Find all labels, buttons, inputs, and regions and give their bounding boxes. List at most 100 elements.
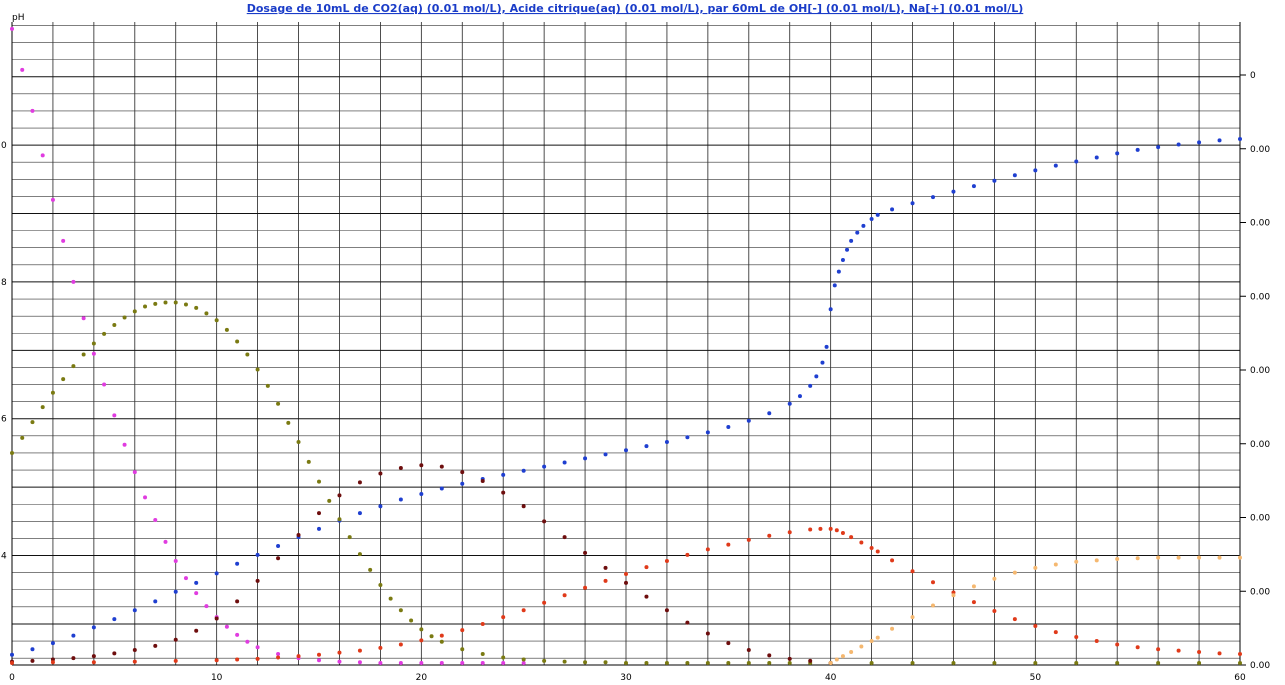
data-point-blue bbox=[875, 212, 880, 217]
data-point-olive bbox=[460, 647, 465, 652]
data-point-blue bbox=[746, 418, 751, 423]
data-point-blue bbox=[869, 217, 874, 222]
data-point-red bbox=[214, 658, 219, 663]
data-point-olive bbox=[194, 305, 199, 310]
data-point-olive bbox=[327, 498, 332, 503]
data-point-olive bbox=[112, 323, 117, 328]
data-point-magenta bbox=[357, 660, 362, 665]
data-point-olive bbox=[204, 311, 209, 316]
data-point-red bbox=[664, 559, 669, 564]
data-point-orange bbox=[931, 603, 935, 608]
data-point-red bbox=[562, 593, 567, 598]
x-tick-label: 30 bbox=[620, 673, 632, 683]
data-point-red bbox=[255, 656, 260, 661]
data-point-magenta bbox=[337, 659, 342, 664]
data-point-blue bbox=[132, 608, 137, 613]
data-point-orange bbox=[1033, 565, 1038, 570]
data-point-olive bbox=[122, 315, 127, 320]
data-point-olive bbox=[276, 401, 281, 406]
data-point-maroon bbox=[542, 519, 547, 524]
data-point-orange bbox=[910, 615, 915, 620]
data-point-magenta bbox=[20, 67, 25, 72]
data-point-blue bbox=[91, 625, 96, 630]
data-point-blue bbox=[824, 344, 829, 349]
data-point-maroon bbox=[276, 556, 281, 561]
data-point-red bbox=[834, 528, 839, 533]
data-point-maroon bbox=[112, 651, 117, 656]
data-point-olive bbox=[30, 420, 35, 425]
data-point-orange bbox=[859, 644, 864, 649]
data-point-blue bbox=[1033, 168, 1038, 173]
data-point-blue bbox=[439, 486, 444, 491]
data-point-magenta bbox=[194, 591, 199, 596]
chart-title[interactable]: Dosage de 10mL de CO2(aq) (0.01 mol/L), … bbox=[247, 2, 1024, 15]
data-point-blue bbox=[276, 543, 281, 548]
x-tick-label: 40 bbox=[825, 673, 837, 683]
data-point-red bbox=[746, 537, 751, 542]
data-point-red bbox=[890, 558, 895, 563]
data-point-magenta bbox=[10, 26, 14, 31]
data-point-orange bbox=[828, 660, 833, 665]
data-point-red bbox=[398, 642, 403, 647]
right-tick-label: 0.00 bbox=[1250, 292, 1270, 302]
data-point-blue bbox=[685, 435, 690, 440]
data-point-orange bbox=[875, 635, 880, 640]
data-point-blue bbox=[1238, 136, 1242, 141]
data-point-orange bbox=[869, 639, 874, 644]
data-point-olive bbox=[317, 479, 321, 484]
grid bbox=[11, 22, 1241, 665]
data-point-magenta bbox=[163, 539, 168, 544]
data-point-maroon bbox=[583, 550, 588, 555]
data-point-magenta bbox=[224, 624, 229, 629]
data-point-red bbox=[828, 526, 833, 531]
data-point-magenta bbox=[378, 660, 383, 665]
data-point-blue bbox=[971, 184, 976, 189]
data-point-olive bbox=[132, 309, 137, 314]
data-point-blue bbox=[419, 491, 424, 496]
data-point-red bbox=[685, 552, 690, 557]
data-point-red bbox=[501, 615, 506, 620]
data-point-blue bbox=[398, 497, 403, 502]
data-point-blue bbox=[832, 283, 837, 288]
data-point-maroon bbox=[787, 656, 792, 661]
data-point-orange bbox=[840, 654, 845, 659]
y-tick-label: 4 bbox=[1, 552, 7, 562]
data-point-olive bbox=[368, 567, 373, 572]
data-point-olive bbox=[163, 300, 168, 305]
data-point-red bbox=[235, 657, 240, 662]
data-point-olive bbox=[61, 377, 66, 382]
data-point-blue bbox=[664, 440, 669, 445]
data-point-red bbox=[910, 569, 915, 574]
data-point-blue bbox=[10, 652, 14, 657]
data-point-orange bbox=[1217, 555, 1222, 560]
data-point-maroon bbox=[419, 463, 424, 468]
data-point-red bbox=[521, 608, 526, 613]
data-point-magenta bbox=[183, 576, 188, 581]
data-point-blue bbox=[153, 599, 158, 604]
data-point-red bbox=[1074, 634, 1079, 639]
data-point-blue bbox=[931, 195, 935, 200]
data-point-blue bbox=[30, 647, 35, 652]
data-point-blue bbox=[624, 448, 628, 453]
data-point-blue bbox=[1217, 138, 1222, 143]
data-point-red bbox=[1053, 630, 1058, 635]
data-point-red bbox=[276, 655, 281, 660]
data-point-magenta bbox=[521, 660, 526, 665]
data-point-maroon bbox=[624, 580, 628, 585]
data-point-orange bbox=[1156, 555, 1161, 560]
data-point-olive bbox=[419, 627, 424, 632]
data-point-red bbox=[951, 590, 956, 595]
data-point-maroon bbox=[296, 533, 301, 538]
data-point-red bbox=[91, 660, 96, 665]
data-point-magenta bbox=[255, 645, 260, 650]
data-point-magenta bbox=[460, 660, 465, 665]
data-point-olive bbox=[265, 383, 270, 388]
data-point-magenta bbox=[40, 153, 45, 158]
data-point-maroon bbox=[439, 464, 444, 469]
data-point-blue bbox=[214, 571, 219, 576]
data-point-olive bbox=[562, 659, 567, 664]
data-point-magenta bbox=[132, 470, 137, 475]
data-point-magenta bbox=[173, 559, 178, 564]
data-point-magenta bbox=[398, 660, 403, 665]
data-point-magenta bbox=[91, 351, 96, 356]
